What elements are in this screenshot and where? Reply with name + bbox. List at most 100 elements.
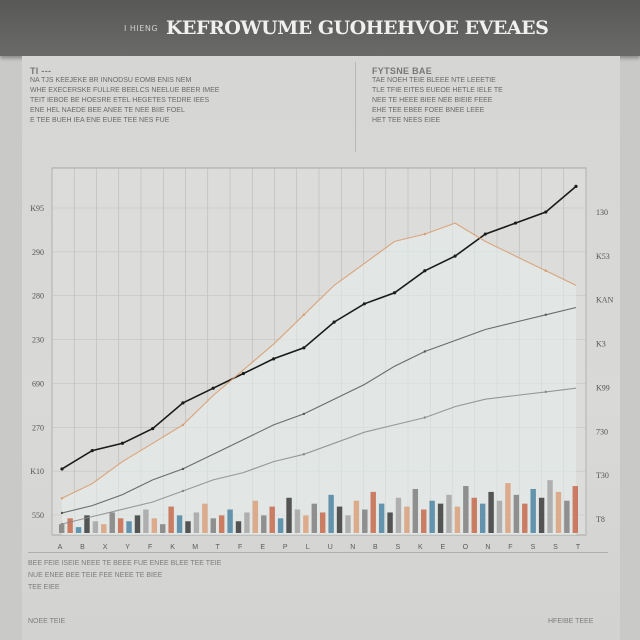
- y-tick-label-left: 270: [32, 423, 44, 432]
- bar: [101, 524, 107, 533]
- bar: [218, 515, 225, 533]
- x-tick-label: L: [306, 544, 310, 551]
- x-tick-label: F: [238, 544, 242, 551]
- footnote: NOEE TEIE: [28, 618, 66, 625]
- text-line: ENE HEL NAEDE BEE ANEE TE NEE BIIE FOEL: [30, 107, 185, 114]
- y-tick-label-right: K99: [596, 383, 610, 392]
- series-line: [61, 306, 577, 514]
- data-point: [362, 302, 366, 306]
- x-tick-label: O: [463, 544, 469, 551]
- bar: [353, 500, 360, 533]
- chart-title: KEFROWUME GUOHEHVOE EVEAES: [166, 17, 549, 39]
- data-point: [90, 448, 94, 453]
- bar: [92, 521, 99, 533]
- bar: [547, 480, 553, 533]
- bar: [479, 503, 486, 533]
- y-tick-label-right: KAN: [596, 296, 614, 305]
- column-divider: [355, 62, 356, 152]
- text-line: NEE TE HEEE BIEE NEE BIEIE FEEE: [372, 97, 493, 104]
- data-point: [60, 467, 64, 471]
- bar: [261, 515, 267, 533]
- y-tick-label-right: K53: [596, 252, 610, 261]
- data-point: [423, 232, 427, 236]
- text-block-right-heading: FYTSNE BAE: [372, 66, 433, 76]
- bar: [294, 509, 301, 533]
- data-point: [60, 522, 64, 526]
- y-tick-label-left: 230: [32, 336, 44, 345]
- bar: [471, 497, 477, 533]
- bar: [109, 512, 115, 533]
- y-tick-label-right: 130: [596, 208, 608, 217]
- header-bar: I HIENG KEFROWUME GUOHEHVOE EVEAES: [0, 0, 640, 56]
- bar: [277, 518, 284, 533]
- x-tick-label: S: [553, 544, 558, 551]
- x-tick-label: T: [216, 544, 221, 551]
- x-tick-label: E: [260, 544, 265, 551]
- data-point: [60, 511, 64, 515]
- x-tick-label: P: [283, 544, 288, 551]
- bar: [185, 521, 191, 533]
- text-block-left: TI --- NA TJS KEEJEKE BR INNODSU EOMB EN…: [30, 66, 345, 126]
- y-tick-label-left: 690: [32, 379, 44, 388]
- data-point: [272, 357, 276, 361]
- x-tick-label: E: [441, 544, 446, 551]
- bar: [303, 515, 309, 533]
- text-line: EHE TEE EBEE FOEE BNEE LEEE: [372, 107, 485, 114]
- y-tick-label-right: T30: [596, 471, 609, 480]
- bar: [168, 506, 174, 533]
- header-kicker: I HIENG: [124, 24, 159, 33]
- bar: [522, 503, 528, 533]
- bar: [538, 497, 545, 533]
- bar: [454, 506, 461, 533]
- data-point: [241, 371, 246, 376]
- y-tick-label-left: 280: [32, 292, 44, 301]
- x-tick-label: B: [80, 544, 85, 551]
- y-tick-label-left: 550: [32, 511, 44, 520]
- credit-text: HFEIBE TEEE: [548, 618, 594, 625]
- bar: [75, 527, 82, 533]
- data-point: [544, 210, 548, 214]
- text-line: TAE NOEH TEIE BLEEE NTE LEEETIE: [372, 77, 496, 84]
- bar: [235, 521, 242, 533]
- data-point: [181, 423, 185, 427]
- data-point: [181, 467, 185, 471]
- x-tick-label: S: [395, 544, 400, 551]
- bar: [572, 486, 578, 533]
- y-tick-label-left: K10: [30, 467, 44, 476]
- data-point: [544, 390, 547, 394]
- bar: [387, 512, 393, 533]
- bar: [210, 518, 216, 533]
- bar: [227, 509, 233, 533]
- x-tick-label: S: [531, 544, 536, 551]
- data-point: [211, 386, 215, 390]
- bar: [202, 503, 208, 533]
- x-tick-label: M: [192, 544, 198, 551]
- text-line: TEIT IEBOE BE HOESRE ETEL HEGETES TEDRE …: [30, 97, 210, 104]
- text-line: HET TEE NEES EIEE: [372, 117, 441, 124]
- data-point: [332, 320, 336, 324]
- bar: [84, 515, 90, 533]
- bar: [404, 506, 410, 533]
- bar: [463, 486, 469, 533]
- footer-divider: [28, 552, 608, 553]
- data-point: [302, 412, 306, 416]
- data-point: [392, 291, 397, 295]
- bar: [328, 494, 334, 533]
- text-line: TLE TFIE EITES EUEOE HETLE IELE TE: [372, 87, 503, 94]
- data-point: [151, 426, 155, 431]
- bar: [564, 500, 570, 533]
- footnote: TEE EIEE: [28, 584, 60, 591]
- data-point: [513, 221, 518, 225]
- series-line: [61, 222, 577, 499]
- data-point: [423, 269, 427, 273]
- bar: [176, 515, 183, 533]
- bar: [446, 494, 452, 533]
- bar: [134, 515, 141, 533]
- x-tick-label: K: [170, 544, 175, 551]
- bar: [488, 491, 494, 533]
- text-line: NA TJS KEEJEKE BR INNODSU EOMB ENIS NEM: [30, 77, 192, 84]
- x-tick-label: N: [485, 544, 490, 551]
- data-point: [302, 313, 306, 316]
- series-line: [61, 387, 577, 525]
